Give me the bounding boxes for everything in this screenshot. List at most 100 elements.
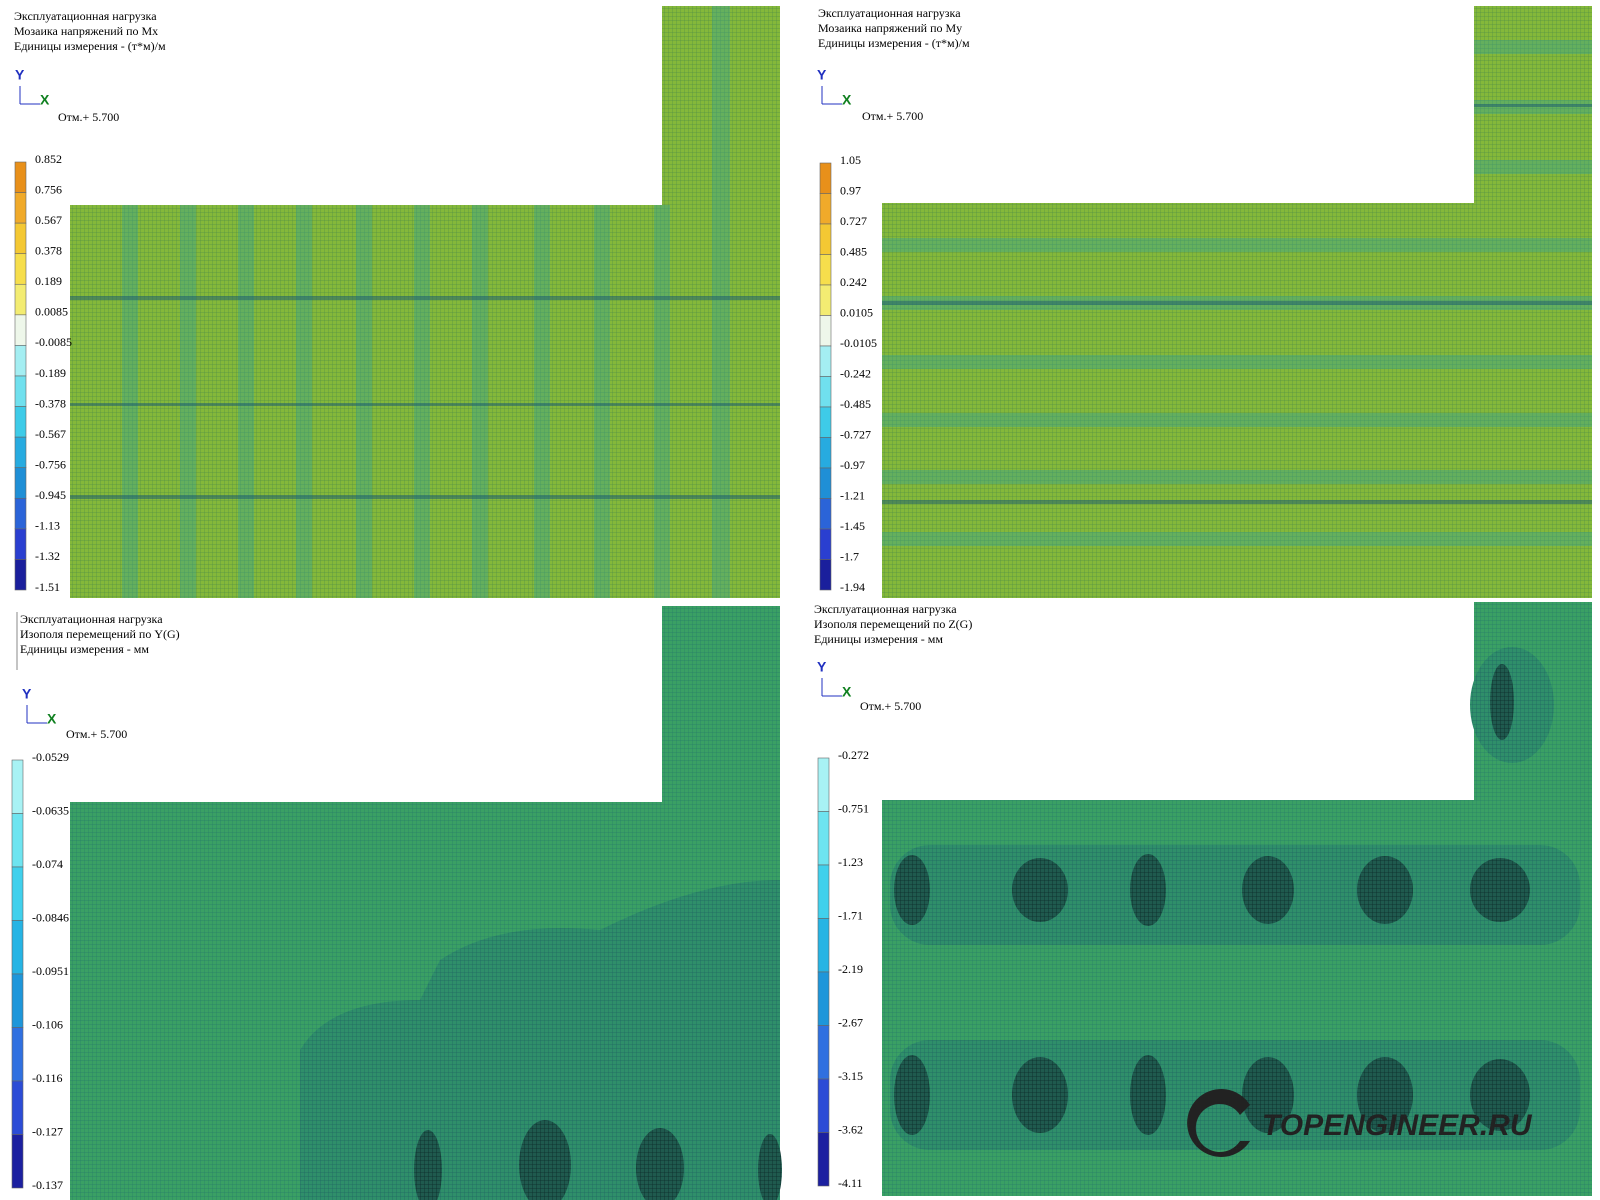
legend-label: -0.106: [32, 1017, 63, 1031]
axis-y-label: Y: [22, 686, 32, 702]
legend-swatch: [817, 1132, 830, 1187]
legend-label: -0.0105: [840, 336, 877, 350]
legend-swatch: [11, 813, 24, 868]
axis-y-label: Y: [817, 659, 827, 675]
legend-swatch: [14, 559, 27, 591]
axis-x-label: X: [47, 711, 57, 727]
legend-swatch: [11, 920, 24, 975]
legend-swatch: [817, 1078, 830, 1133]
legend-swatch: [14, 161, 27, 193]
legend-swatch: [819, 559, 832, 591]
legend-swatch: [14, 253, 27, 285]
legend-swatch: [819, 467, 832, 499]
legend-label: -0.116: [32, 1071, 63, 1085]
watermark: TOPENGINEER.RU: [1187, 1088, 1533, 1157]
legend-label: -0.751: [838, 801, 869, 815]
legend-label: -1.23: [838, 855, 863, 869]
legend-label: -0.727: [840, 427, 871, 441]
legend-label: -1.21: [840, 488, 865, 502]
legend-swatch: [819, 223, 832, 255]
legend-label: 0.97: [840, 183, 861, 197]
level-label: Отм.+ 5.700: [860, 699, 921, 713]
legend-label: 0.756: [35, 182, 62, 196]
legend-label: -0.137: [32, 1178, 63, 1192]
legend-swatch: [817, 918, 830, 973]
panel-caption: Изополя перемещений по Z(G): [814, 617, 972, 631]
legend-label: -1.94: [840, 580, 865, 594]
legend-label: 0.567: [35, 213, 62, 227]
legend-swatch: [11, 973, 24, 1028]
legend-swatch: [819, 528, 832, 560]
legend-label: -2.67: [838, 1015, 863, 1029]
legend-swatch: [14, 345, 27, 377]
legend-swatch: [14, 283, 27, 316]
legend-label: -3.62: [838, 1122, 863, 1136]
plate-zg: [882, 602, 1592, 1196]
legend-swatch: [819, 254, 832, 286]
legend-label: 0.0105: [840, 305, 873, 319]
panel-caption: Единицы измерения - мм: [20, 642, 149, 656]
legend-swatch: [819, 315, 832, 347]
legend-swatch: [11, 759, 24, 814]
legend-label: -1.32: [35, 549, 60, 563]
legend-label: -0.272: [838, 748, 869, 762]
legend-label: -0.0635: [32, 803, 69, 817]
legend-label: -1.13: [35, 519, 60, 533]
legend-label: -0.378: [35, 396, 66, 410]
legend-label: -0.945: [35, 488, 66, 502]
legend-swatch: [819, 284, 832, 316]
legend-label: -0.97: [840, 458, 865, 472]
panel-caption: Единицы измерения - мм: [814, 632, 943, 646]
legend-label: -0.242: [840, 366, 871, 380]
level-label: Отм.+ 5.700: [862, 109, 923, 123]
legend-label: -0.127: [32, 1124, 63, 1138]
plate-yg: [70, 606, 782, 1200]
level-label: Отм.+ 5.700: [58, 110, 119, 124]
legend-swatch: [11, 1027, 24, 1082]
panel-caption: Эксплуатационная нагрузка: [814, 602, 957, 616]
legend-swatch: [819, 193, 832, 225]
legend-swatch: [14, 222, 27, 255]
legend-swatch: [14, 314, 27, 346]
panel-caption: Эксплуатационная нагрузка: [818, 6, 961, 20]
legend-label: -4.11: [838, 1176, 863, 1190]
legend-swatch: [819, 162, 832, 194]
legend-swatch: [817, 971, 830, 1026]
legend-label: -2.19: [838, 962, 863, 976]
plate-my: [882, 6, 1592, 598]
panel-caption: Эксплуатационная нагрузка: [20, 612, 163, 626]
legend-label: -0.189: [35, 366, 66, 380]
axis-y-label: Y: [15, 67, 25, 83]
legend-label: 0.485: [840, 244, 867, 258]
legend-swatch: [819, 437, 832, 469]
legend-swatch: [819, 345, 832, 377]
legend-label: -0.0529: [32, 750, 69, 764]
axis-x-label: X: [842, 684, 852, 700]
legend-label: -0.756: [35, 457, 66, 471]
legend-swatch: [817, 864, 830, 919]
legend-swatch: [819, 406, 832, 438]
legend-label: 0.852: [35, 152, 62, 166]
legend-swatch: [819, 376, 832, 408]
axis-y-label: Y: [817, 67, 827, 83]
legend-label: -0.0846: [32, 910, 69, 924]
legend-label: 0.378: [35, 243, 62, 257]
legend-label: -1.51: [35, 580, 60, 594]
axis-x-label: X: [842, 92, 852, 108]
legend-swatch: [817, 1025, 830, 1080]
legend-label: 1.05: [840, 153, 861, 167]
legend-label: -0.485: [840, 397, 871, 411]
panel-caption: Единицы измерения - (т*м)/м: [818, 36, 970, 50]
legend-swatch: [14, 436, 27, 469]
legend-label: 0.727: [840, 214, 867, 228]
panel-caption: Единицы измерения - (т*м)/м: [14, 39, 166, 53]
legend-label: -1.7: [840, 549, 859, 563]
legend-label: -0.074: [32, 857, 63, 871]
legend-swatch: [14, 497, 27, 530]
legend-label: 0.242: [840, 275, 867, 289]
